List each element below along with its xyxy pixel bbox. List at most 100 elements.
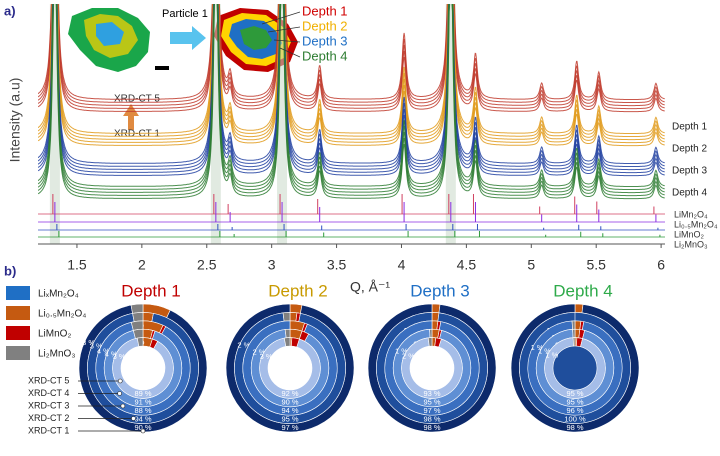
segment-label: 4 % (105, 350, 118, 359)
segment-label: 94 % (134, 414, 151, 423)
donut-segment (112, 337, 174, 399)
spectrum (38, 4, 665, 197)
spectrum (38, 4, 665, 134)
legend-swatch (6, 286, 30, 300)
segment-label: 3 % (113, 352, 126, 361)
segment-label: 2 % (252, 348, 265, 357)
donut-segment (401, 337, 463, 399)
depth-label: Depth 1 (672, 122, 707, 133)
x-tick-label: 4 (398, 257, 406, 273)
donut-title: Depth 1 (121, 281, 181, 300)
segment-label: 92 % (281, 389, 298, 398)
segment-label: 90 % (134, 423, 151, 432)
x-tick-label: 2.5 (197, 257, 217, 273)
segment-label: 97 % (423, 406, 440, 415)
arrow (123, 104, 139, 130)
leader-line (273, 39, 301, 43)
scan-label: XRD-CT 1 (114, 129, 160, 140)
scan-label: XRD-CT 5 (28, 375, 69, 385)
x-tick-label: 2 (138, 257, 146, 273)
segment-label: 95 % (566, 398, 583, 407)
legend-label: LiMnO₂ (38, 329, 71, 340)
donut-segment (289, 303, 303, 314)
donut-segment (431, 303, 441, 314)
x-tick-label: 4.5 (457, 257, 477, 273)
donut-title: Depth 3 (410, 281, 470, 300)
segment-label: 96 % (566, 406, 583, 415)
segment-label: 94 % (281, 406, 298, 415)
segment-label: 1 % (545, 351, 558, 360)
segment-label: 88 % (134, 406, 151, 415)
phase-label: Li₂MnO₃ (674, 239, 708, 249)
segment-label: 95 % (566, 389, 583, 398)
spectrum (38, 4, 665, 144)
donut-segment (429, 328, 433, 338)
donut-segment (572, 328, 576, 338)
legend-swatch (6, 346, 30, 360)
segment-label: 4 % (97, 346, 110, 355)
spectrum (38, 4, 665, 190)
highlight-band (210, 4, 221, 244)
scan-label: XRD-CT 3 (28, 400, 69, 410)
donut-segment (259, 337, 321, 399)
scan-label: XRD-CT 2 (28, 413, 69, 423)
segment-label: 95 % (281, 414, 298, 423)
x-tick-label: 5.5 (586, 257, 606, 273)
leader-dot (117, 378, 123, 384)
spectrum (38, 4, 665, 137)
spectrum (38, 4, 665, 107)
x-tick-label: 5 (527, 257, 535, 273)
donut-title: Depth 4 (553, 281, 613, 300)
legend-swatch (6, 326, 30, 340)
depth-label: Depth 3 (672, 166, 707, 177)
spectrum (38, 4, 665, 174)
segment-label: 3 % (260, 352, 273, 361)
highlight-band (277, 4, 288, 244)
segment-label: 98 % (423, 414, 440, 423)
segment-label: 91 % (134, 398, 151, 407)
spectrum (38, 4, 665, 103)
donut-segment (427, 337, 433, 347)
spectrum (38, 4, 665, 113)
segment-label: 89 % (134, 389, 151, 398)
spectrum (38, 4, 665, 171)
segment-label: 1 % (395, 347, 408, 356)
particle-depth-label: Depth 4 (302, 48, 348, 63)
leader-dot (120, 403, 126, 409)
phase-label: LiMnO₂ (674, 229, 705, 239)
legend-label: Li₂MnO₃ (38, 349, 75, 360)
particle-depth-label: Depth 1 (302, 3, 348, 18)
spectrum (38, 4, 665, 167)
particle-map (68, 8, 169, 72)
donut-segment (284, 328, 291, 339)
donut-segment (136, 337, 144, 347)
spectrum (38, 4, 665, 100)
segment-label: 97 % (281, 423, 298, 432)
spectrum (38, 4, 665, 164)
segment-label: 2 % (402, 351, 415, 360)
spectrum (38, 4, 665, 147)
segment-label: 1 % (538, 347, 551, 356)
leader-line (261, 11, 301, 25)
spectrum (38, 4, 665, 177)
segment-label: 95 % (423, 398, 440, 407)
segment-label: 3 % (90, 342, 103, 351)
spectrum (38, 4, 665, 141)
leader-dot (117, 391, 122, 396)
highlight-band (49, 4, 60, 244)
spectrum (38, 4, 665, 194)
donut-title: Depth 2 (268, 281, 328, 300)
donut-segment (283, 337, 291, 347)
segment-label: 90 % (281, 398, 298, 407)
leader-dot (140, 428, 146, 434)
segment-label: 98 % (423, 423, 440, 432)
panel-label: b) (4, 263, 16, 278)
segment-label: 2 % (237, 340, 250, 349)
donut-segment (572, 337, 576, 347)
scan-label: XRD-CT 4 (28, 388, 69, 398)
donut-segment (574, 303, 584, 314)
depth-label: Depth 4 (672, 188, 707, 199)
donut-segment (544, 337, 606, 399)
particle-depth-label: Depth 2 (302, 18, 348, 33)
